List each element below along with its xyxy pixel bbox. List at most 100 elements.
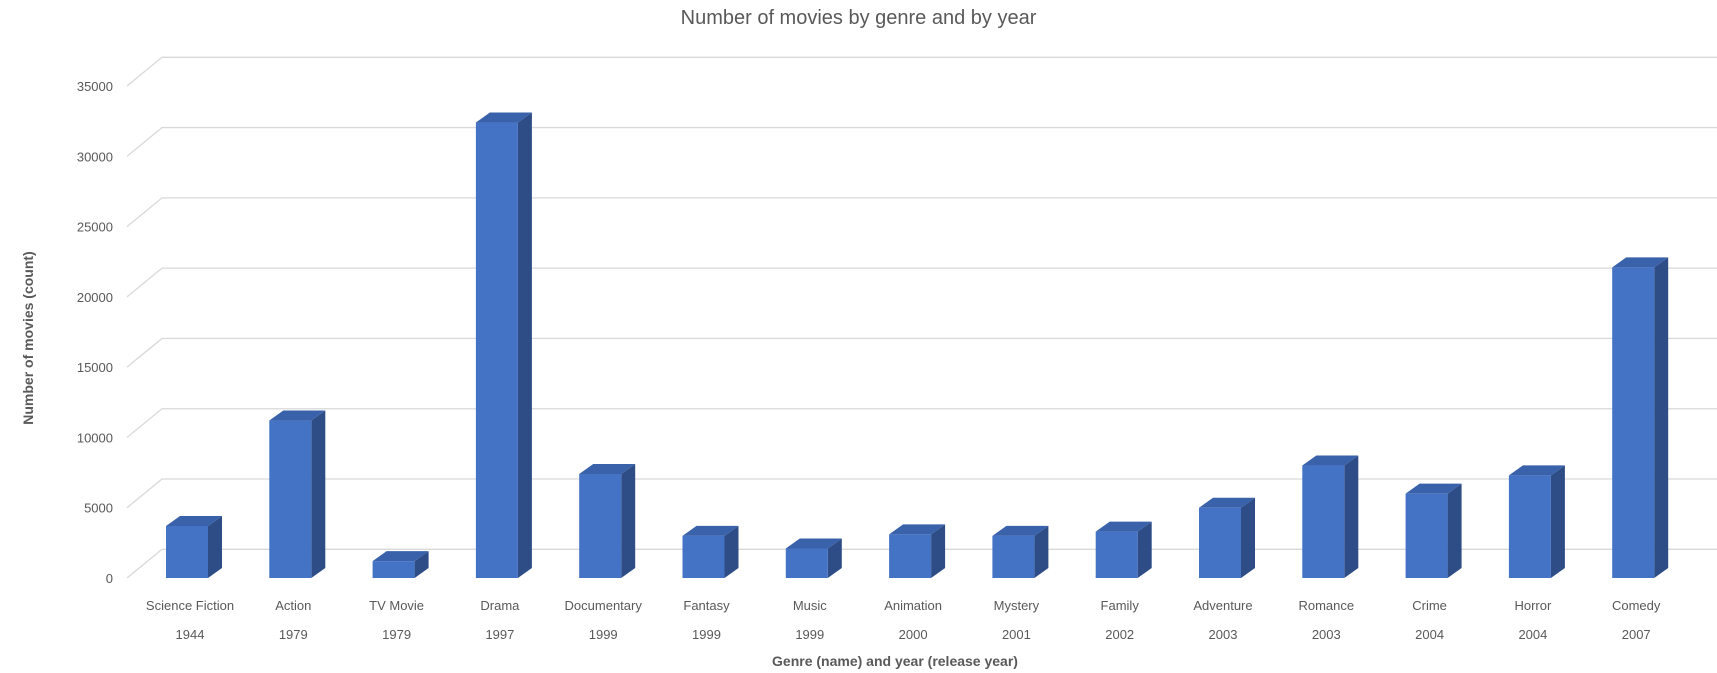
bar-front	[992, 535, 1035, 578]
y-tick-label: 15000	[77, 360, 113, 375]
gridline	[126, 267, 1717, 298]
x-tick-genre: Documentary	[565, 598, 643, 613]
bar-side	[517, 112, 532, 578]
x-tick-genre: Fantasy	[683, 598, 730, 613]
bar	[1302, 455, 1359, 578]
bar-side	[1344, 455, 1359, 578]
x-tick-year: 1999	[692, 627, 721, 642]
bar-front	[1199, 507, 1241, 578]
bar-front	[269, 420, 312, 578]
x-tick-genre: Animation	[884, 598, 942, 613]
bar	[1508, 465, 1565, 578]
gridline	[126, 56, 1717, 87]
x-axis-title: Genre (name) and year (release year)	[772, 653, 1018, 669]
bar	[992, 525, 1049, 578]
bar	[579, 463, 636, 578]
gridline	[126, 408, 1717, 438]
gridline	[126, 197, 1717, 228]
bar-top	[372, 551, 429, 562]
bar-side	[208, 515, 222, 578]
bar	[166, 515, 222, 578]
bar-top	[785, 538, 842, 549]
bar-top	[166, 515, 222, 526]
x-tick-year: 2007	[1622, 627, 1651, 642]
x-tick-genre: Crime	[1412, 598, 1447, 613]
x-tick-year: 1979	[279, 627, 308, 642]
gridline	[126, 126, 1717, 157]
bar-front	[1508, 475, 1551, 578]
x-tick-year: 1997	[485, 627, 514, 642]
bar-side	[724, 525, 739, 578]
bar-front	[1405, 493, 1448, 578]
bar-top	[1405, 483, 1462, 494]
x-tick-genre: Action	[275, 598, 311, 613]
bar-top	[269, 410, 326, 421]
bar-side	[931, 524, 946, 578]
gridlines	[126, 56, 1717, 579]
x-tick-year: 2003	[1209, 627, 1238, 642]
x-tick-genre: TV Movie	[369, 598, 424, 613]
x-tick-year: 1944	[176, 627, 205, 642]
bar-top	[992, 525, 1049, 536]
bar-top	[1508, 465, 1565, 476]
y-axis-ticks: 0 5000 10000 15000 20000 25000 30000 35000	[77, 79, 113, 586]
bar-side	[827, 538, 842, 578]
bar-top	[1095, 521, 1152, 532]
bar-top	[889, 524, 946, 535]
x-axis-ticks: Science Fiction 1944 Action 1979 TV Movie 197…	[146, 598, 1661, 642]
bar-front	[475, 122, 518, 578]
bar-front	[1612, 267, 1655, 578]
x-tick-year: 2004	[1518, 627, 1547, 642]
bar-side	[621, 463, 636, 578]
bar-front	[579, 473, 622, 578]
bar-top	[1199, 497, 1255, 508]
x-tick-year: 1999	[589, 627, 618, 642]
x-tick-year: 2000	[899, 627, 928, 642]
gridline	[126, 548, 1717, 579]
bars	[166, 112, 1669, 578]
bar-side	[1550, 465, 1565, 578]
y-axis-title: Number of movies (count)	[20, 251, 36, 424]
bar-side	[1137, 521, 1152, 578]
x-tick-year: 1979	[382, 627, 411, 642]
bar	[1095, 521, 1152, 578]
bar	[1199, 497, 1255, 578]
x-tick-genre: Mystery	[994, 598, 1040, 613]
bar-top	[475, 112, 532, 123]
bar-front	[1302, 465, 1345, 578]
bar-front	[682, 535, 725, 578]
bar	[475, 112, 532, 578]
x-tick-genre: Romance	[1298, 598, 1354, 613]
bar-side	[1034, 525, 1049, 578]
x-tick-genre: Adventure	[1193, 598, 1252, 613]
bar-front	[889, 534, 932, 578]
x-tick-year: 2004	[1415, 627, 1444, 642]
gridline	[126, 478, 1717, 509]
bar-side	[1241, 497, 1255, 578]
bar-side	[1447, 483, 1462, 578]
y-tick-label: 5000	[84, 501, 113, 516]
bar-side	[414, 551, 429, 578]
x-tick-genre: Family	[1101, 598, 1140, 613]
chart-title: Number of movies by genre and by year	[680, 7, 1037, 29]
bar-top	[682, 525, 739, 536]
y-tick-label: 35000	[77, 79, 113, 94]
bar-front	[1095, 531, 1138, 578]
bar	[1405, 483, 1462, 578]
y-tick-label: 0	[106, 571, 113, 586]
x-tick-year: 2001	[1002, 627, 1031, 642]
y-tick-label: 30000	[77, 149, 113, 164]
x-tick-year: 2003	[1312, 627, 1341, 642]
bar-top	[579, 463, 636, 474]
bar	[372, 551, 429, 578]
y-tick-label: 10000	[77, 430, 113, 445]
x-tick-genre: Horror	[1514, 598, 1552, 613]
x-tick-genre: Comedy	[1612, 598, 1661, 613]
x-tick-genre: Music	[793, 598, 827, 613]
bar-side	[1654, 257, 1669, 578]
bar-front	[785, 548, 828, 578]
x-tick-year: 2002	[1105, 627, 1134, 642]
y-tick-label: 25000	[77, 220, 113, 235]
bar-top	[1302, 455, 1359, 466]
